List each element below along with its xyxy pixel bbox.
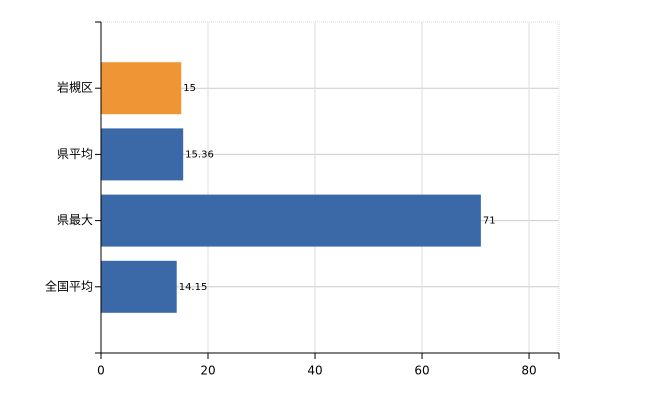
bar [101, 260, 177, 313]
value-label: 71 [483, 216, 496, 227]
x-tick-label: 20 [200, 364, 215, 378]
x-tick-label: 80 [521, 364, 536, 378]
bar [101, 62, 182, 115]
y-tick-label: 全国平均 [45, 278, 93, 293]
y-tick-label: 県平均 [57, 147, 93, 161]
y-tick-label: 県最大 [57, 213, 93, 227]
y-tick-label: 岩槻区 [57, 80, 93, 95]
bar [101, 194, 481, 247]
x-tick-label: 60 [414, 364, 429, 378]
x-tick-label: 40 [307, 364, 322, 378]
bar [101, 128, 184, 181]
value-label: 15 [183, 83, 196, 94]
x-tick-label: 0 [97, 364, 105, 378]
value-label: 14.15 [179, 282, 208, 293]
value-label: 15.36 [185, 149, 214, 160]
